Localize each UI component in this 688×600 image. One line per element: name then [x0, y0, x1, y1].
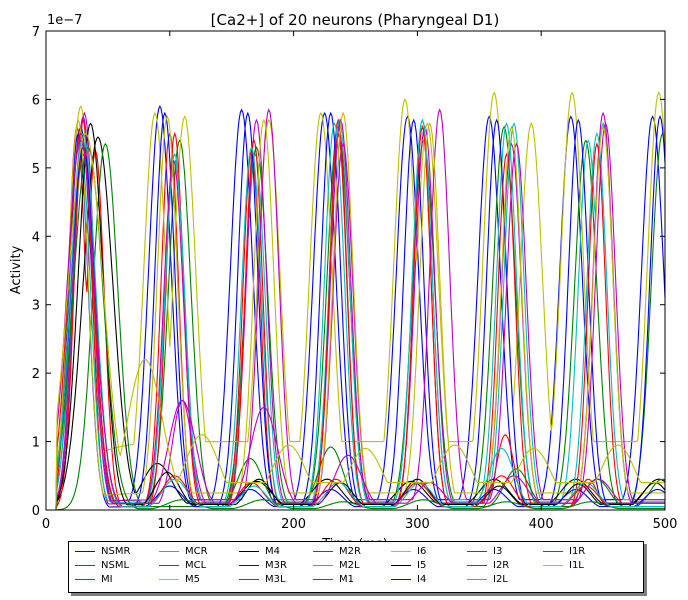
legend-swatch — [75, 564, 95, 566]
legend-entry-i2l: I2L — [467, 573, 508, 586]
legend-entry-i3: I3 — [467, 545, 502, 558]
series-line-i1l — [46, 132, 665, 511]
series-line-m4 — [46, 136, 666, 511]
legend-label: MI — [101, 574, 113, 585]
legend-entry-i5: I5 — [391, 559, 426, 572]
legend-label: M3R — [265, 560, 287, 571]
legend-label: I3 — [493, 546, 503, 557]
legend-swatch — [159, 578, 179, 580]
legend-entry-mcr: MCR — [159, 545, 208, 558]
legend: NSMR NSML MI MCR MCL M5 M4 M3R M3L M2R M2L M1 I6 I5 I4… — [68, 541, 644, 593]
legend-swatch — [159, 550, 179, 552]
legend-entry-m2l: M2L — [313, 559, 360, 572]
legend-entry-m3l: M3L — [239, 573, 286, 586]
series-line-nsmr — [46, 105, 666, 511]
legend-swatch — [313, 578, 333, 580]
legend-label: MCR — [185, 546, 208, 557]
legend-swatch — [75, 550, 95, 552]
y-axis-label: Activity — [9, 245, 24, 294]
y-scale-multiplier: 1e−7 — [47, 13, 82, 28]
legend-label: I1L — [569, 560, 584, 571]
plot-frame — [45, 30, 666, 511]
legend-swatch — [467, 578, 487, 580]
legend-label: I1R — [569, 546, 586, 557]
y-tick-label: 3 — [32, 299, 40, 314]
legend-entry-m2r: M2R — [313, 545, 361, 558]
x-tick-label: 300 — [405, 517, 430, 532]
x-tick-label: 100 — [157, 517, 182, 532]
legend-entry-nsml: NSML — [75, 559, 129, 572]
legend-label: MCL — [185, 560, 207, 571]
legend-swatch — [75, 578, 95, 580]
legend-swatch — [543, 564, 563, 566]
legend-swatch — [467, 550, 487, 552]
legend-label: I6 — [417, 546, 427, 557]
series-line-i1r — [46, 139, 665, 511]
y-tick-label: 5 — [32, 162, 40, 177]
legend-entry-i4: I4 — [391, 573, 426, 586]
legend-swatch — [313, 550, 333, 552]
chart-title: [Ca2+] of 20 neurons (Pharyngeal D1) — [211, 11, 500, 29]
legend-swatch — [239, 550, 259, 552]
legend-swatch — [391, 550, 411, 552]
legend-label: M2R — [339, 546, 361, 557]
legend-label: I5 — [417, 560, 427, 571]
series-layer — [46, 91, 666, 511]
legend-entry-mcl: MCL — [159, 559, 206, 572]
legend-entry-i1r: I1R — [543, 545, 585, 558]
legend-label: M3L — [265, 574, 286, 585]
y-tick-label: 6 — [32, 93, 40, 108]
legend-entry-m3r: M3R — [239, 559, 287, 572]
legend-entry-m1: M1 — [313, 573, 354, 586]
legend-swatch — [159, 564, 179, 566]
legend-label: M2L — [339, 560, 360, 571]
y-tick-label: 7 — [32, 25, 40, 40]
x-tick-label: 200 — [281, 517, 306, 532]
y-tick-label: 0 — [32, 504, 40, 519]
x-tick-label: 500 — [653, 517, 678, 532]
legend-label: M5 — [185, 574, 200, 585]
tick-layer: 0 100 200 300 400 500 0 1 2 3 4 5 6 7 — [32, 25, 678, 532]
legend-swatch — [543, 550, 563, 552]
legend-entry-i2r: I2R — [467, 559, 509, 572]
legend-label: M1 — [339, 574, 354, 585]
legend-swatch — [239, 564, 259, 566]
y-tick-label: 4 — [32, 230, 40, 245]
y-tick-label: 1 — [32, 436, 40, 451]
legend-entry-nsmr: NSMR — [75, 545, 130, 558]
series-line-i4 — [46, 146, 666, 511]
legend-label: I4 — [417, 574, 427, 585]
legend-swatch — [313, 564, 333, 566]
legend-swatch — [391, 578, 411, 580]
legend-label: NSML — [101, 560, 130, 571]
legend-swatch — [467, 564, 487, 566]
legend-entry-m4: M4 — [239, 545, 280, 558]
x-tick-label: 400 — [529, 517, 554, 532]
legend-label: I2L — [493, 574, 508, 585]
legend-swatch — [239, 578, 259, 580]
series-line-i2l — [46, 132, 665, 511]
series-line-m5 — [46, 91, 666, 511]
series-line-i6 — [46, 111, 665, 511]
legend-entry-i1l: I1L — [543, 559, 584, 572]
x-tick-label: 0 — [42, 517, 50, 532]
legend-label: I2R — [493, 560, 510, 571]
legend-entry-m5: M5 — [159, 573, 200, 586]
y-tick-label: 2 — [32, 367, 40, 382]
legend-entry-i6: I6 — [391, 545, 426, 558]
legend-entry-mi: MI — [75, 573, 113, 586]
legend-label: NSMR — [101, 546, 131, 557]
legend-label: M4 — [265, 546, 280, 557]
series-line-i3 — [46, 146, 665, 511]
series-line-m3r — [46, 111, 666, 511]
legend-swatch — [391, 564, 411, 566]
